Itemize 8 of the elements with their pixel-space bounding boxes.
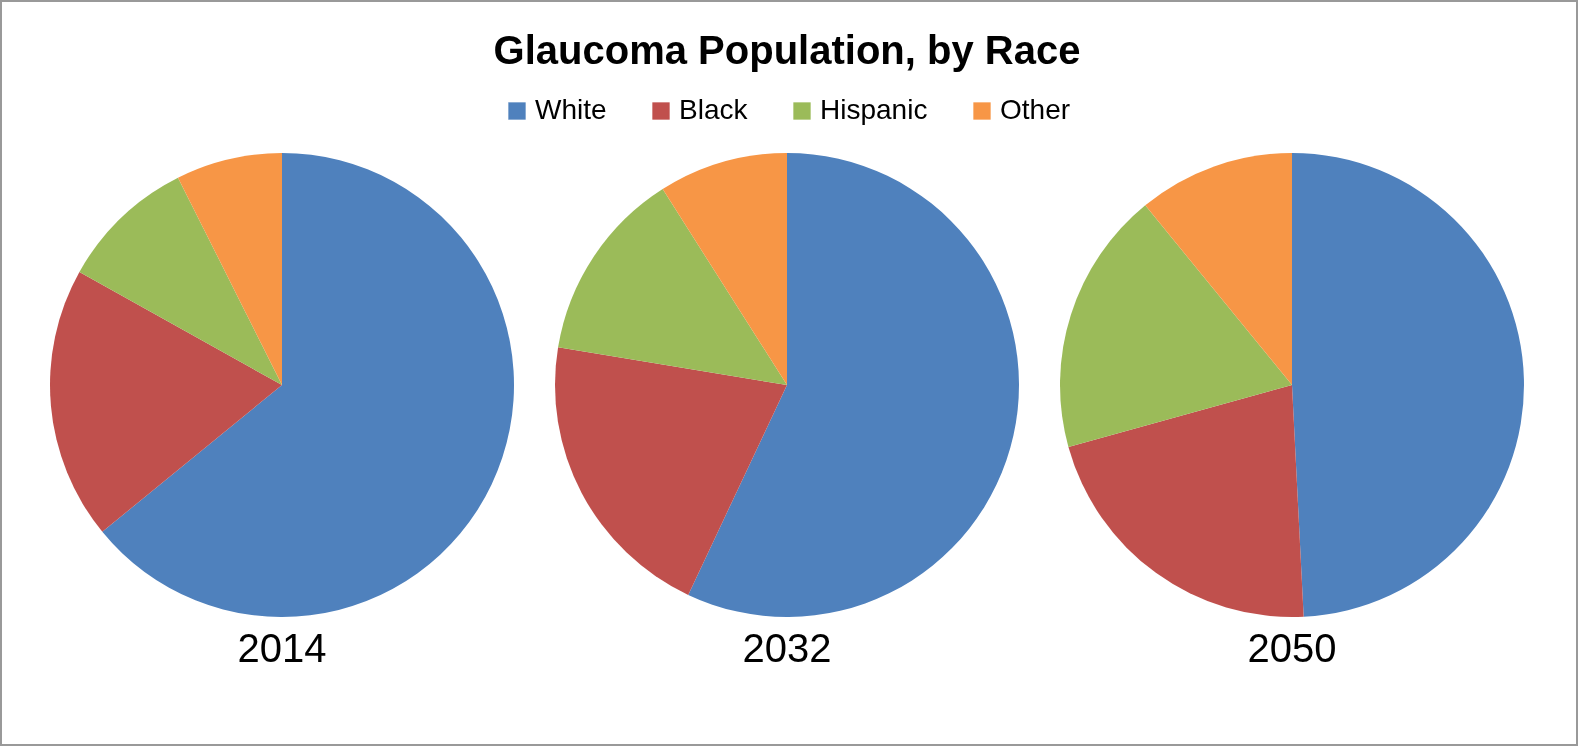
legend-label: Hispanic: [820, 94, 928, 125]
chart-title: Glaucoma Population, by Race: [493, 28, 1081, 72]
legend-label: White: [535, 94, 607, 125]
slice-label: 2032: [742, 626, 832, 670]
legend-label: Other: [1000, 94, 1071, 125]
legend-label: Black: [679, 94, 749, 125]
slice-label: 2050: [1247, 626, 1337, 670]
slice-label: 2014: [237, 626, 327, 670]
